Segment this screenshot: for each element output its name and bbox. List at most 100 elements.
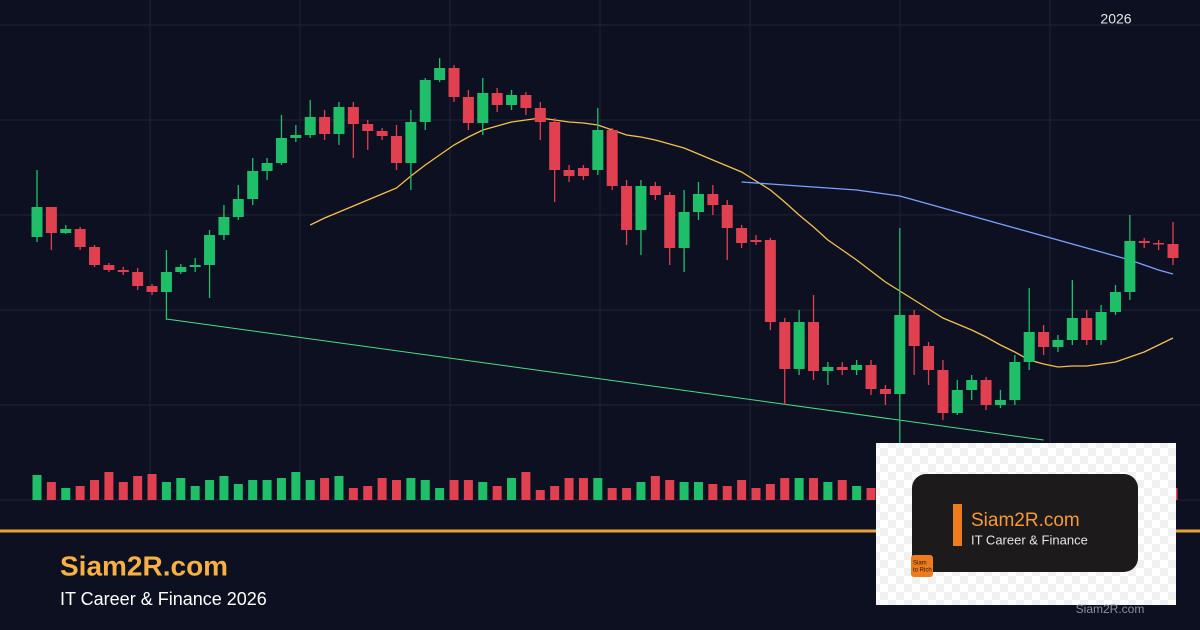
candle-body: [232, 199, 244, 217]
logo-overlay: Siam2R.com IT Career & Finance Siam to R…: [876, 443, 1176, 605]
volume-bar: [535, 490, 545, 500]
candle-body: [549, 122, 561, 170]
candle-body: [117, 270, 129, 272]
volume-bar: [291, 472, 301, 500]
volume-bar: [665, 480, 675, 500]
candle-body: [1081, 318, 1093, 340]
candle-body: [980, 380, 992, 405]
volume-bar: [104, 472, 114, 500]
volume-bar: [852, 486, 862, 500]
logo-bar: [953, 504, 962, 546]
candle-body: [60, 229, 72, 233]
volume-bar: [176, 478, 186, 500]
volume-bar: [765, 484, 775, 500]
candle-body: [1167, 244, 1179, 258]
candle-body: [937, 370, 949, 413]
candle-body: [1066, 318, 1078, 340]
candle-body: [721, 205, 733, 228]
candle-body: [1038, 332, 1050, 347]
volume-bar: [133, 476, 143, 500]
candle-body: [822, 367, 834, 371]
candle-body: [74, 229, 86, 247]
logo-title: Siam2R.com: [971, 510, 1080, 531]
candle-body: [908, 315, 920, 346]
volume-bar: [147, 474, 157, 500]
candle-body: [879, 389, 891, 394]
volume-bar: [794, 478, 804, 500]
candle-body: [1023, 332, 1035, 362]
logo-subtitle: IT Career & Finance: [971, 532, 1088, 547]
candle-body: [534, 108, 546, 122]
volume-bar: [492, 486, 502, 500]
candle-body: [779, 322, 791, 369]
candle-body: [434, 68, 446, 80]
volume-bar: [90, 480, 100, 500]
volume-bar: [348, 488, 358, 500]
volume-bar: [650, 476, 660, 500]
volume-bar: [780, 478, 790, 500]
brand: Siam2R.com: [60, 550, 228, 581]
volume-bar: [722, 486, 732, 500]
candle-body: [304, 117, 316, 135]
watermark: Siam2R.com: [1076, 602, 1145, 616]
candle-body: [851, 365, 863, 370]
volume-bar: [161, 482, 171, 500]
candle-body: [103, 265, 115, 270]
candle-body: [491, 93, 503, 105]
candle-body: [1138, 241, 1150, 243]
candle-body: [419, 80, 431, 122]
volume-bar: [61, 488, 71, 500]
candle-body: [808, 322, 820, 371]
tagline: IT Career & Finance 2026: [60, 589, 267, 609]
volume-bar: [636, 482, 646, 500]
volume-bar: [262, 480, 272, 500]
moving-average: [741, 181, 1174, 275]
volume-bar: [377, 478, 387, 500]
candle-body: [175, 267, 187, 272]
candle-body: [376, 131, 388, 136]
volume-bar: [866, 488, 876, 500]
candle-body: [664, 195, 676, 248]
volume-bar: [507, 478, 517, 500]
candle-body: [951, 390, 963, 413]
candle-body: [362, 124, 374, 131]
volume-bar: [420, 480, 430, 500]
candle-body: [31, 207, 43, 237]
volume-bar: [737, 480, 747, 500]
candle-body: [577, 168, 589, 176]
candle-body: [405, 122, 417, 163]
candle-body: [692, 194, 704, 212]
volume-bar: [837, 480, 847, 500]
volume-bar: [679, 482, 689, 500]
candle-body: [390, 136, 402, 163]
volume-bar: [391, 480, 401, 500]
candle-body: [319, 117, 331, 134]
candle-body: [506, 95, 518, 105]
candle-body: [247, 171, 259, 199]
volume-bar: [751, 488, 761, 500]
volume-bar: [305, 480, 315, 500]
volume-bar: [708, 484, 718, 500]
volume-bar: [32, 475, 42, 500]
candle-body: [1153, 243, 1165, 245]
candle-body: [146, 286, 158, 292]
candle-body: [1009, 362, 1021, 400]
volume-bar: [564, 478, 574, 500]
volume-bar: [75, 486, 85, 500]
candle-body: [261, 163, 273, 171]
volume-bar: [320, 478, 330, 500]
candle-body: [606, 130, 618, 186]
candle-body: [132, 272, 144, 286]
badge-bottom: to Rich: [913, 568, 932, 574]
candle-body: [966, 380, 978, 390]
candle-body: [204, 235, 216, 265]
candle-body: [923, 346, 935, 370]
volume-bar: [248, 480, 258, 500]
volume-bar: [622, 488, 632, 500]
candle-body: [1095, 312, 1107, 340]
logo-badge: [911, 555, 933, 577]
candle-body: [189, 265, 201, 267]
candle-body: [592, 130, 604, 170]
